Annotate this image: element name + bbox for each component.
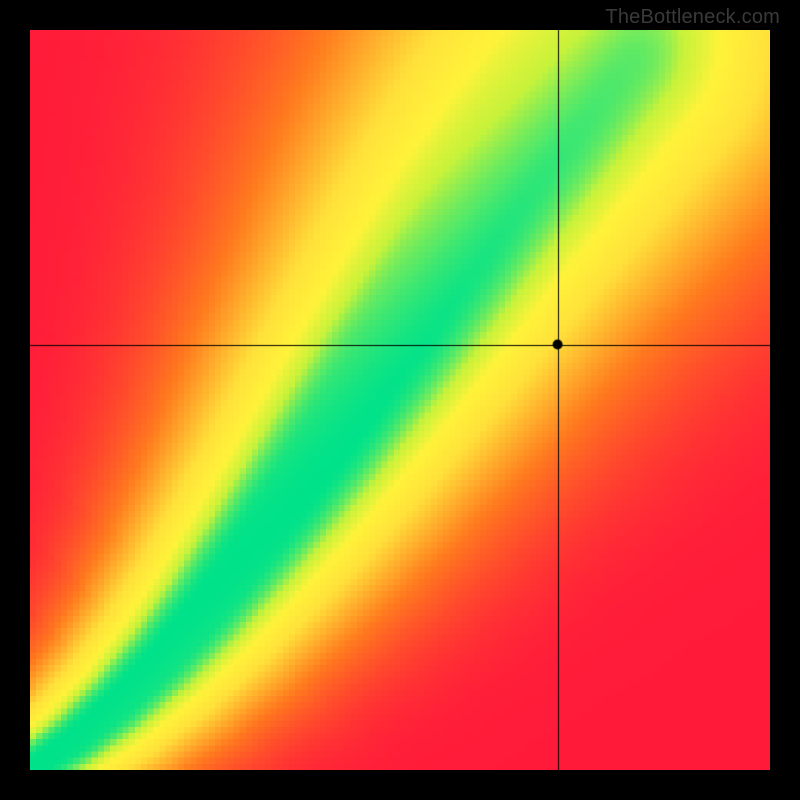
watermark-text: TheBottleneck.com bbox=[605, 6, 780, 29]
chart-root: TheBottleneck.com bbox=[0, 0, 800, 800]
crosshair-overlay bbox=[30, 30, 770, 770]
